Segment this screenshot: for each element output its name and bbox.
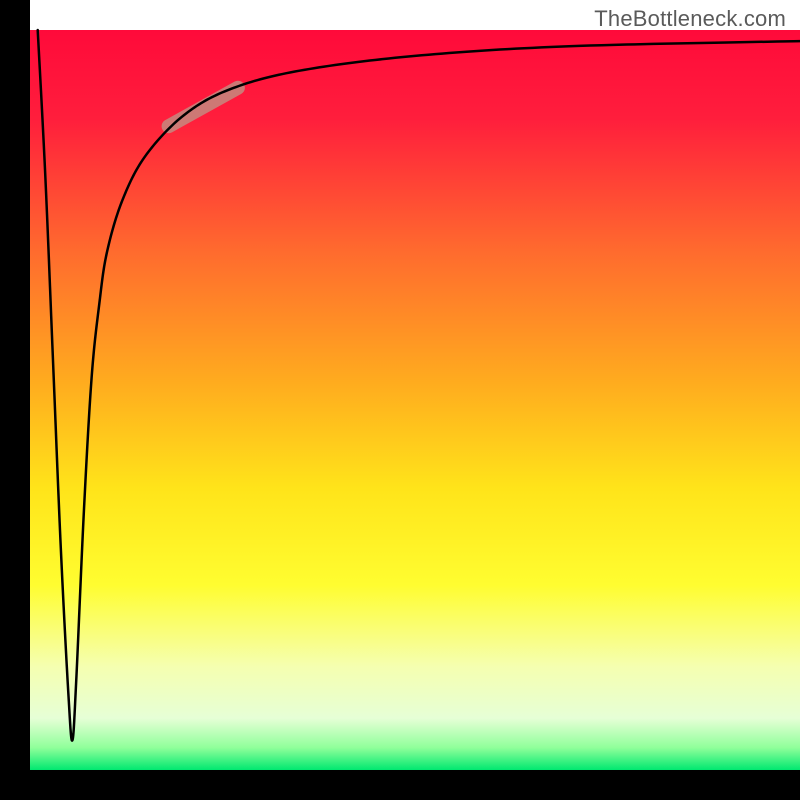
plot-background [30, 30, 800, 770]
bottom-border [0, 770, 800, 800]
bottleneck-chart-svg [0, 0, 800, 800]
chart-container: TheBottleneck.com [0, 0, 800, 800]
left-border [0, 0, 30, 800]
watermark-text: TheBottleneck.com [594, 6, 786, 32]
